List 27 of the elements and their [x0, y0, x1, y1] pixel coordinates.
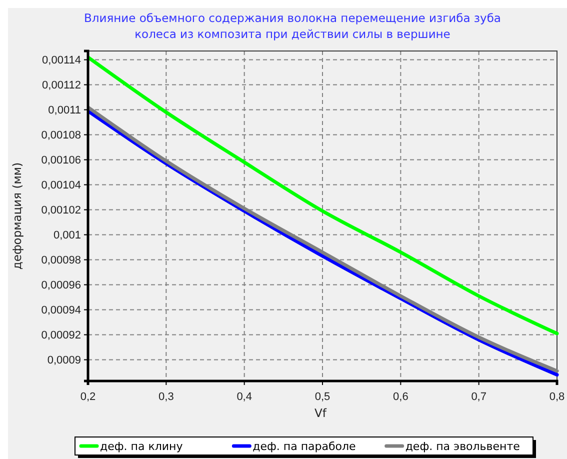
line-series: [88, 56, 559, 336]
y-tick-label: 0,0009: [47, 354, 81, 366]
y-tick-label: 0,001: [53, 229, 81, 242]
y-tick-label: 0,00112: [42, 79, 81, 92]
x-tick-label: 0,6: [393, 391, 408, 404]
x-axis-title: Vf: [314, 406, 328, 420]
y-axis-title: деформация (мм): [10, 162, 24, 270]
chart-title: Влияние объемного содержания волокна перемещение изгиба зуба колеса из композита при действии силы в вершине: [84, 11, 501, 41]
x-tick-label: 0,5: [314, 391, 330, 404]
y-tick-label: 0,0011: [48, 104, 81, 116]
y-tick-label: 0,00092: [41, 329, 81, 342]
y-tick-label: 0,00098: [41, 254, 81, 266]
y-tick-label: 0,00096: [41, 279, 81, 292]
x-tick-label: 0,2: [80, 391, 96, 404]
x-tick-label: 0,3: [158, 391, 174, 404]
y-tick-label: 0,00094: [41, 304, 81, 316]
y-tick-label: 0,00102: [41, 204, 81, 216]
legend-label: деф. па клину: [100, 440, 184, 453]
legend-label: деф. па эвольвенте: [405, 440, 520, 453]
y-tick-label: 0,00108: [41, 129, 81, 142]
x-tick-label: 0,7: [471, 391, 486, 404]
x-tick-label: 0,4: [236, 391, 252, 404]
y-tick-label: 0,00104: [41, 179, 81, 192]
legend-label: деф. па параболе: [252, 440, 356, 453]
y-tick-label: 0,00106: [41, 154, 81, 166]
x-tick-label: 0,8: [549, 391, 565, 404]
y-tick-label: 0,00114: [42, 54, 81, 66]
